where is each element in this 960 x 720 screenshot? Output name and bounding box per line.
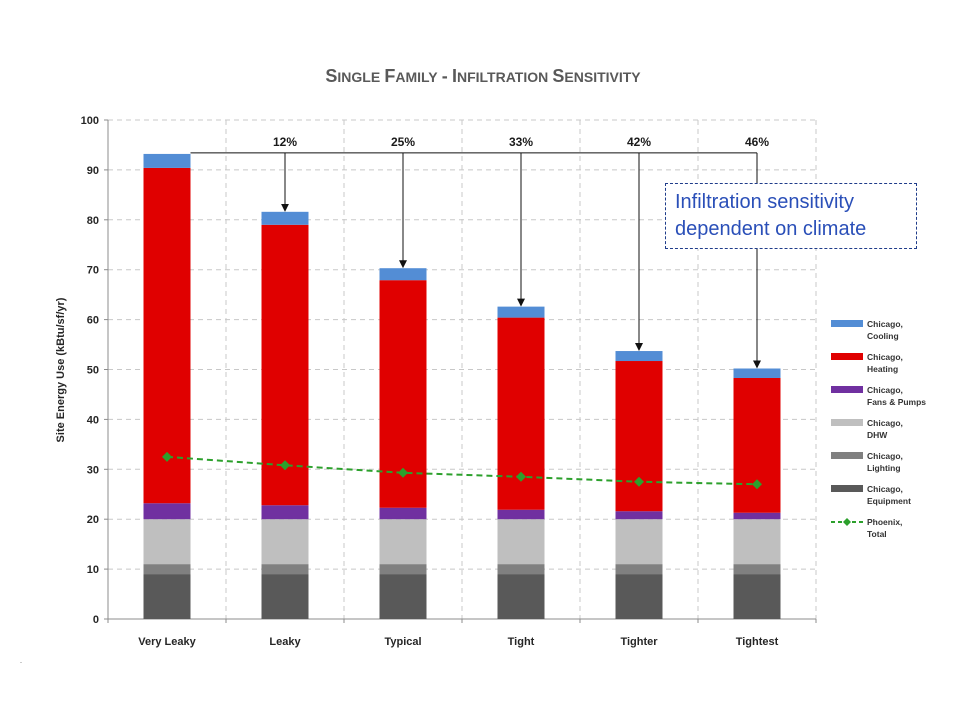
reduction-arrows: 12% 25% 33% 42% 46%	[190, 135, 769, 369]
y-tick-labels: 0 10 20 30 40 50 60 70 80 90 100	[81, 115, 99, 626]
legend-label: Total	[867, 529, 887, 539]
bar-segment	[379, 574, 427, 619]
legend-swatch	[831, 353, 863, 360]
bar-segment	[733, 368, 781, 378]
bar-segment	[497, 564, 545, 575]
bar-segment	[261, 519, 309, 565]
bar-segment	[379, 268, 427, 281]
phoenix-line	[162, 451, 762, 490]
bar-segment	[497, 574, 545, 619]
legend-swatch	[831, 452, 863, 459]
x-tick-label: Tighter	[620, 636, 658, 648]
bar-segment	[379, 564, 427, 575]
legend-label: Heating	[867, 364, 898, 374]
bar-segment	[497, 306, 545, 318]
legend-label: Phoenix,	[867, 517, 902, 527]
y-axis-label: Site Energy Use (kBtu/sf/yr)	[55, 297, 67, 442]
phoenix-total-point	[752, 479, 762, 490]
y-tick-label: 10	[87, 564, 99, 576]
bar-segment	[143, 564, 191, 575]
bars	[143, 153, 781, 619]
legend-swatch	[831, 386, 863, 393]
legend-label: DHW	[867, 430, 888, 440]
bar-segment	[143, 153, 191, 168]
legend-marker	[843, 518, 851, 526]
phoenix-total-line	[166, 455, 758, 486]
x-tick-label: Leaky	[269, 636, 301, 648]
x-tick-labels: Very Leaky Leaky Typical Tight Tighter Tighte…	[138, 636, 778, 648]
callout-line-1: Infiltration sensitivity	[675, 191, 854, 213]
phoenix-total-point	[516, 471, 526, 482]
y-tick-label: 30	[87, 464, 99, 476]
x-tick-label: Very Leaky	[138, 636, 196, 648]
bar-segment	[733, 377, 781, 513]
legend-label: Cooling	[867, 331, 899, 341]
bar-segment	[615, 511, 663, 520]
bar-segment	[733, 574, 781, 619]
climate-callout: Infiltration sensitivity dependent on cl…	[665, 183, 917, 249]
legend-label: Fans & Pumps	[867, 397, 926, 407]
chart-title: SINGLE FAMILY - INFILTRATION SENSITIVITY	[325, 66, 641, 86]
legend-swatch	[831, 320, 863, 327]
legend-label: Chicago,	[867, 385, 903, 395]
bar-segment	[615, 361, 663, 512]
bar-segment	[261, 505, 309, 520]
y-tick-label: 50	[87, 365, 99, 377]
reduction-label: 46%	[745, 135, 769, 149]
axes	[104, 119, 817, 623]
bar-segment	[497, 509, 545, 520]
callout-line-2: dependent on climate	[675, 218, 867, 240]
legend-swatch	[831, 419, 863, 426]
reduction-label: 33%	[509, 135, 533, 149]
y-tick-label: 20	[87, 514, 99, 526]
reduction-label: 42%	[627, 135, 651, 149]
bar-segment	[143, 574, 191, 619]
bar-segment	[261, 211, 309, 225]
legend-swatch	[831, 485, 863, 492]
y-tick-label: 70	[87, 265, 99, 277]
legend-label: Chicago,	[867, 418, 903, 428]
bar-segment	[733, 519, 781, 565]
legend-label: Lighting	[867, 463, 901, 473]
legend-label: Equipment	[867, 496, 911, 506]
legend-label: Chicago,	[867, 451, 903, 461]
y-tick-label: 0	[93, 614, 99, 626]
reduction-label: 25%	[391, 135, 415, 149]
legend-label: Chicago,	[867, 319, 903, 329]
bar-segment	[615, 574, 663, 619]
bar-segment	[261, 224, 309, 506]
legend-label: Chicago,	[867, 352, 903, 362]
legend-label: Chicago,	[867, 484, 903, 494]
footer-mark: -	[20, 660, 22, 666]
x-tick-label: Tightest	[736, 636, 779, 648]
y-tick-label: 80	[87, 215, 99, 227]
x-tick-label: Typical	[384, 636, 421, 648]
bar-segment	[379, 507, 427, 520]
x-tick-label: Tight	[508, 636, 535, 648]
phoenix-total-point	[280, 460, 290, 471]
bar-segment	[497, 519, 545, 565]
phoenix-total-point	[398, 467, 408, 478]
y-tick-label: 40	[87, 414, 99, 426]
bar-segment	[143, 519, 191, 565]
bar-segment	[615, 564, 663, 575]
y-tick-label: 60	[87, 315, 99, 327]
bar-segment	[261, 574, 309, 619]
phoenix-total-point	[162, 451, 172, 462]
bar-segment	[379, 519, 427, 565]
reduction-label: 12%	[273, 135, 297, 149]
bar-segment	[615, 351, 663, 362]
y-tick-label: 90	[87, 165, 99, 177]
y-tick-label: 100	[81, 115, 99, 127]
bar-segment	[261, 564, 309, 575]
legend: Chicago, Cooling Chicago, Heating Chicago, Fa…	[831, 319, 926, 539]
bar-segment	[143, 503, 191, 520]
phoenix-total-point	[634, 476, 644, 487]
bar-segment	[733, 512, 781, 520]
bar-segment	[733, 564, 781, 575]
bar-segment	[615, 519, 663, 565]
bar-segment	[143, 167, 191, 504]
